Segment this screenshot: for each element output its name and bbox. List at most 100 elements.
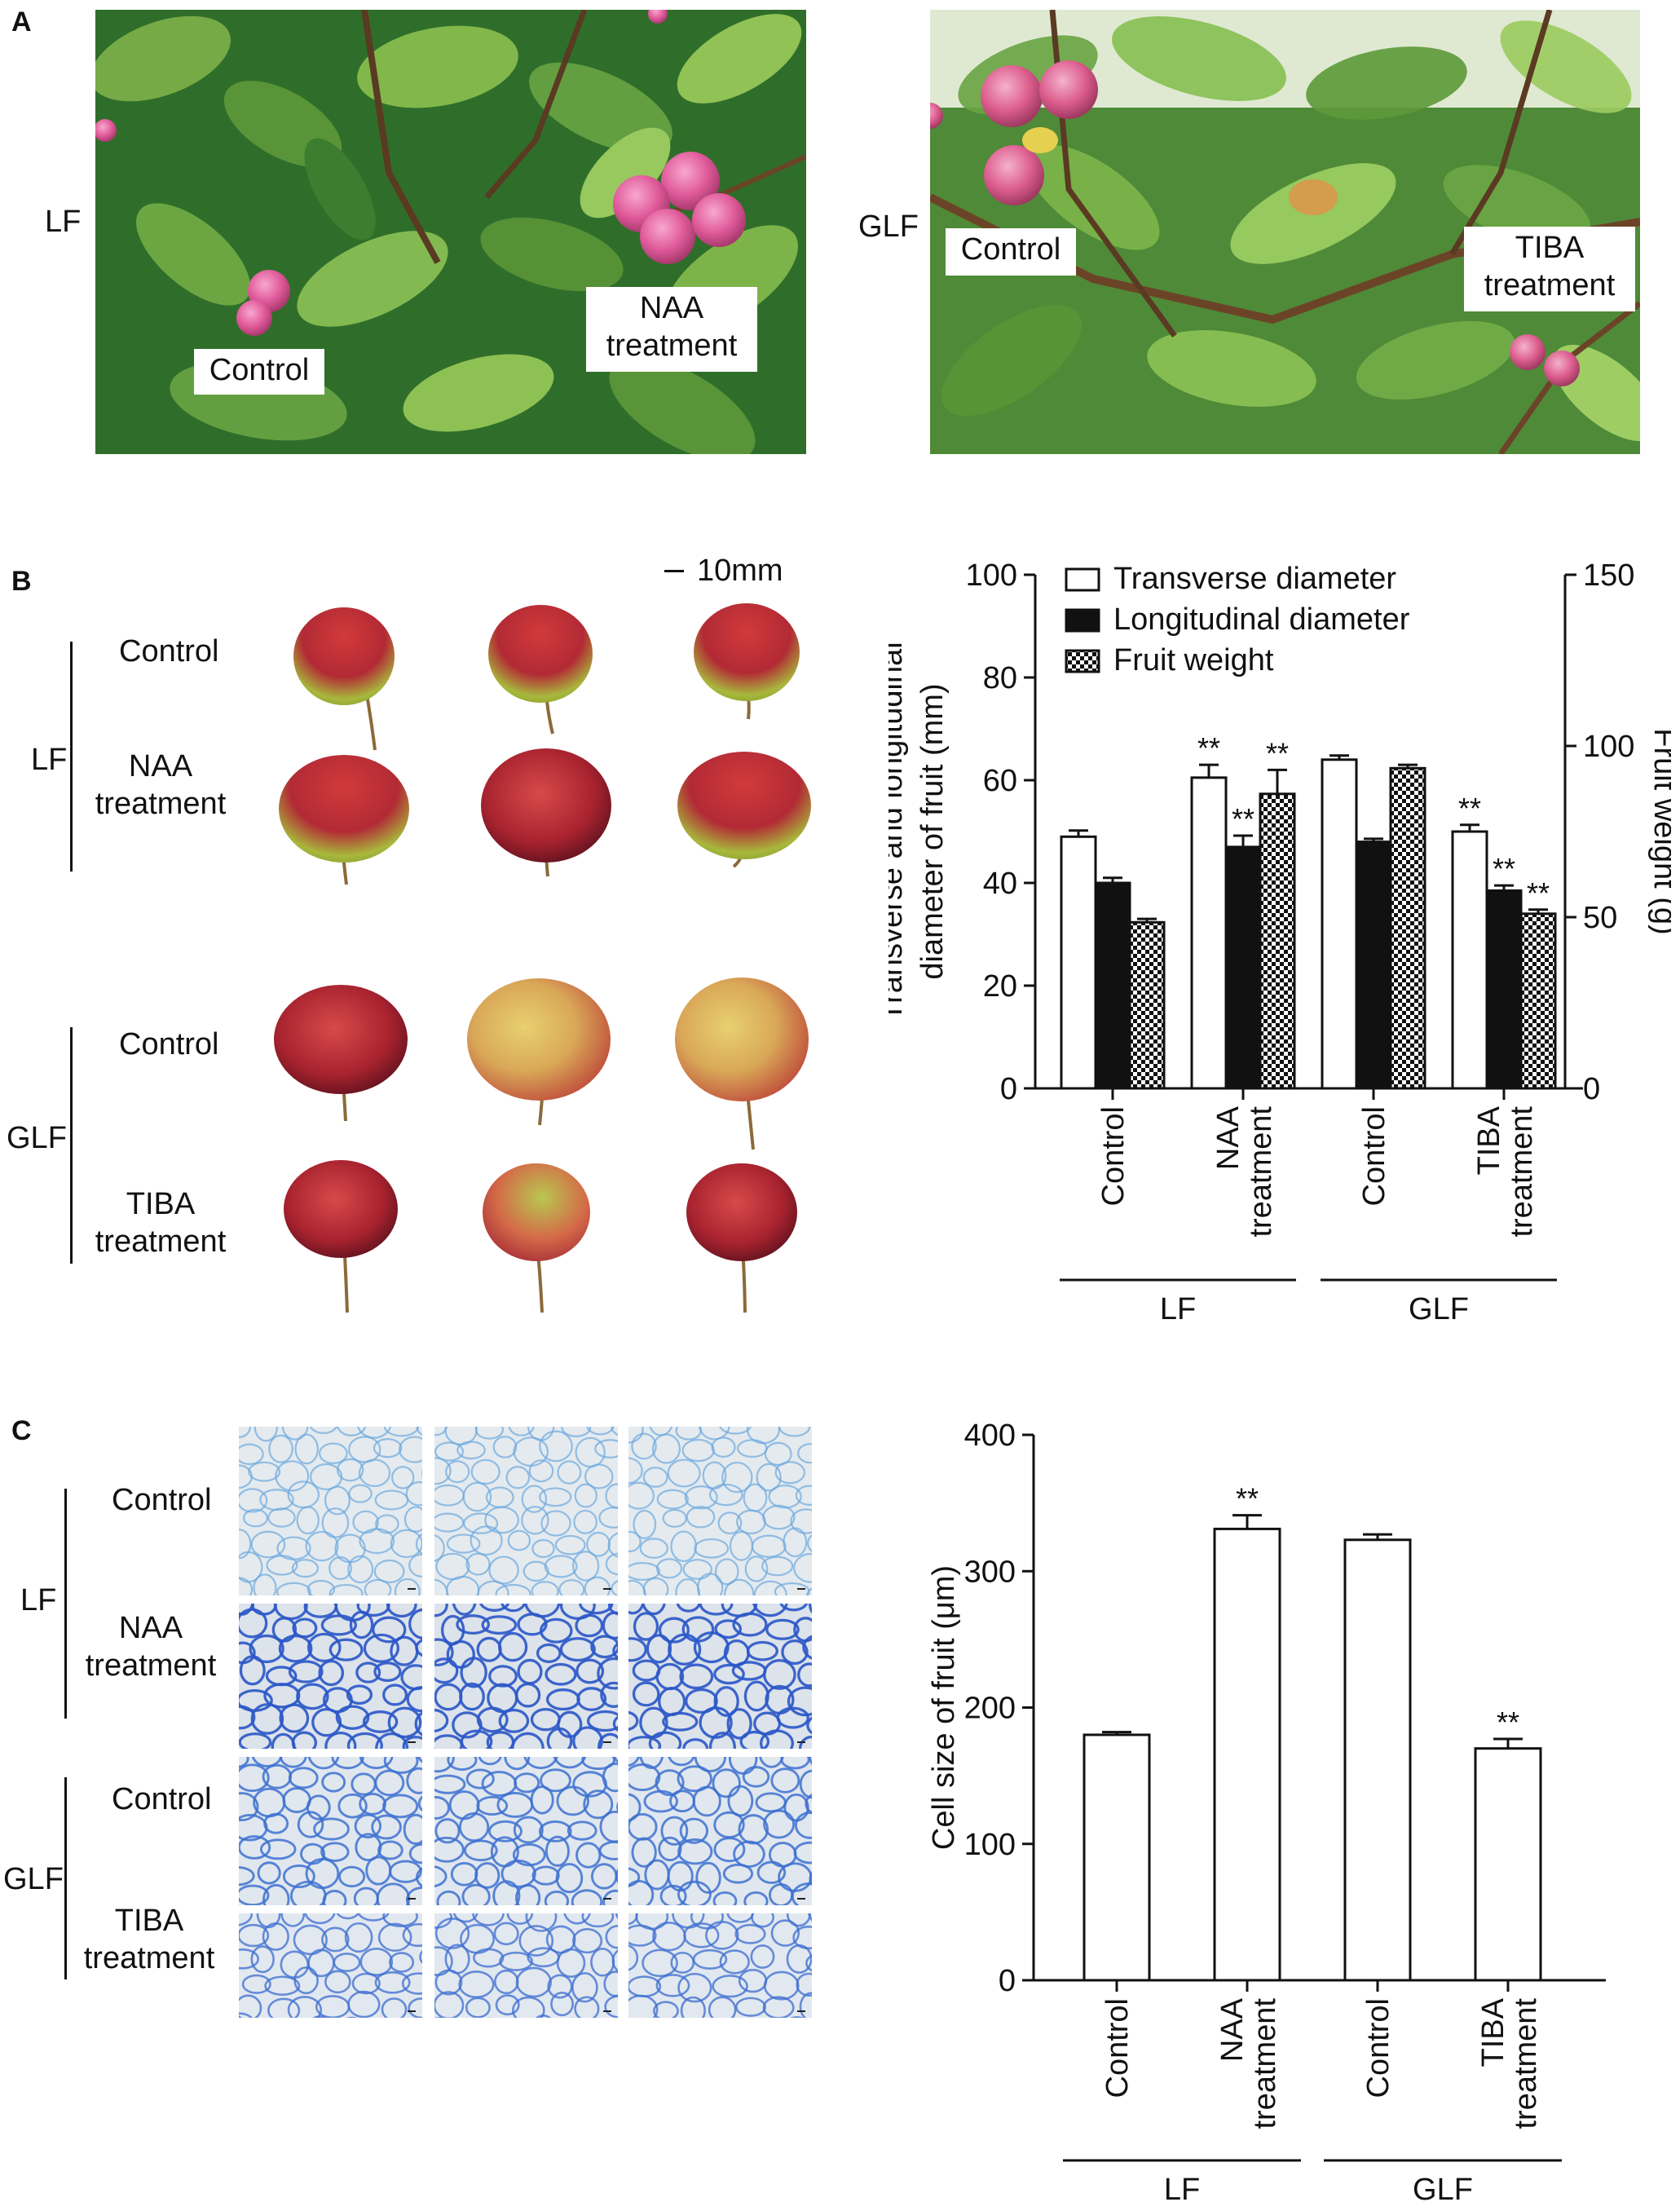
micrograph-tile-art [628, 1604, 812, 1749]
panel-b-glf-tiba-label-line1: TIBA [126, 1187, 196, 1221]
panel-a-glf-label: GLF [858, 210, 919, 244]
glf-control-apple-3 [675, 977, 809, 1150]
x-tick-label: Control [1100, 1998, 1135, 2098]
panel-c-lf-naa-label-line2: treatment [85, 1648, 217, 1683]
glf-tiba-apple-2 [483, 1163, 590, 1313]
legend-swatch [1065, 649, 1100, 673]
panel-b-glf-tiba-label-line2: treatment [95, 1224, 227, 1259]
x-tick-label: TIBAtreatment [1476, 1997, 1543, 2129]
scale-bar-label: 10mm [697, 554, 783, 588]
lf-naa-photo-label-line2: treatment [606, 328, 738, 363]
scale-bar [664, 570, 684, 572]
group-label: LF [1160, 1292, 1196, 1326]
micrograph-tile [239, 1604, 422, 1749]
panel-c-glf-control-label: Control [112, 1782, 212, 1816]
micrograph-tile [239, 1427, 422, 1595]
x-tick-label-line: TIBA [1472, 1105, 1506, 1175]
panel-c-glf-tiba-label-line1: TIBA [114, 1904, 184, 1938]
bar [1224, 845, 1262, 1090]
y-tick-label: 20 [983, 969, 1017, 1004]
glf-tiba-photo-label-line1: TIBA [1515, 231, 1585, 265]
legend-label: Longitudinal diameter [1113, 602, 1410, 637]
panel-c-lf-naa-label: NAA treatment [65, 1610, 236, 1684]
x-tick-label-line: Control [1100, 1998, 1135, 2098]
bar [1389, 766, 1426, 1090]
panel-c-glf-tiba-label-line2: treatment [83, 1940, 215, 1975]
panel-b-lf-naa-label: NAA treatment [75, 748, 246, 823]
y-axis-label: Cell size of fruit (μm) [927, 1565, 961, 1850]
panel-b-lf-naa-label-line1: NAA [128, 749, 193, 783]
micrograph-tile-art [239, 1757, 422, 1905]
lf-naa-photo-label: NAA treatment [586, 287, 757, 372]
y-tick-label: 100 [964, 1828, 1016, 1862]
micrograph-tile [628, 1427, 812, 1595]
bar [1213, 1527, 1281, 1982]
y2-tick-label: 100 [1583, 730, 1634, 764]
micrograph-tile-art [628, 1757, 812, 1905]
x-tick-label-line: treatment [1505, 1106, 1539, 1238]
panel-c-glf-tiba-label: TIBA treatment [64, 1903, 235, 1977]
legend-label: Fruit weight [1113, 643, 1274, 677]
x-tick-label: NAAtreatment [1215, 1997, 1282, 2129]
group-label: GLF [1409, 1292, 1469, 1326]
y2-axis-label: Fruit weight (g) [1647, 728, 1671, 934]
micrograph-tile-art [434, 1757, 618, 1905]
fruit-photos [274, 603, 811, 1313]
glf-tiba-photo-label: TIBA treatment [1464, 227, 1635, 311]
x-tick-label: Control [1361, 1998, 1396, 2098]
lf-control-apple-3 [694, 603, 800, 720]
y-tick-label: 200 [964, 1692, 1016, 1726]
y2-tick-label: 0 [1583, 1072, 1600, 1106]
x-tick-label-line: NAA [1211, 1105, 1246, 1170]
lf-control-apple-1 [293, 607, 395, 751]
panel-b-lf-naa-label-line2: treatment [95, 786, 227, 821]
micrograph-tile [434, 1913, 618, 2018]
lf-naa-apple-3 [677, 752, 811, 868]
glf-control-photo-label-text: Control [960, 232, 1061, 267]
micrograph-tile-art [628, 1913, 812, 2018]
panel-b-glf-bracket [70, 1027, 73, 1264]
micrograph-tile-art [239, 1604, 422, 1749]
panel-c-lf-naa-label-line1: NAA [118, 1611, 183, 1645]
micrograph-grid [239, 1427, 812, 2018]
panel-c-glf-bracket [64, 1777, 67, 1979]
lf-naa-apple-2 [481, 748, 611, 877]
y-tick-label: 100 [966, 558, 1017, 593]
panel-b-lf-bracket [70, 642, 73, 872]
glf-control-photo-label: Control [946, 228, 1076, 276]
legend-swatch [1065, 567, 1100, 592]
y2-tick-label: 50 [1583, 901, 1617, 935]
micrograph-tile [628, 1757, 812, 1905]
panel-letter-c: C [11, 1415, 32, 1446]
bar [1060, 835, 1097, 1090]
cell-size-chart: 0 100 200 300 400 Cell size of fruit (μm) Cont… [927, 1419, 1606, 2202]
glf-tiba-apple-1 [284, 1160, 398, 1313]
x-tick-label: NAAtreatment [1211, 1105, 1278, 1237]
x-tick-label-line: Control [1096, 1106, 1131, 1207]
lf-control-photo-label-text: Control [209, 353, 310, 387]
bar [1259, 792, 1296, 1090]
group-label: GLF [1413, 2173, 1473, 2202]
x-tick-label-line: NAA [1215, 1997, 1250, 2062]
significance-marker: ** [1458, 792, 1481, 825]
lf-naa-photo-label-line1: NAA [639, 291, 704, 325]
micrograph-tile [628, 1913, 812, 2018]
panel-letter-a: A [11, 7, 32, 38]
bar [1321, 758, 1358, 1090]
y-tick-label: 0 [1000, 1072, 1017, 1106]
micrograph-tile-art [434, 1427, 618, 1595]
micrograph-tile [239, 1757, 422, 1905]
x-tick-label: Control [1096, 1106, 1131, 1207]
y-tick-label: 80 [983, 661, 1017, 695]
micrograph-tile-art [628, 1427, 812, 1595]
glf-control-apple-1 [274, 985, 408, 1122]
y-tick-label: 400 [964, 1419, 1016, 1453]
x-tick-label-line: treatment [1509, 1998, 1543, 2129]
y-tick-label: 0 [999, 1964, 1016, 1998]
micrograph-tile-art [239, 1427, 422, 1595]
y2-tick-label: 150 [1583, 558, 1634, 593]
bar [1190, 776, 1228, 1090]
panel-a-lf-label: LF [45, 205, 82, 239]
y-tick-label: 60 [983, 764, 1017, 798]
glf-tiba-photo-label-line2: treatment [1484, 267, 1616, 302]
